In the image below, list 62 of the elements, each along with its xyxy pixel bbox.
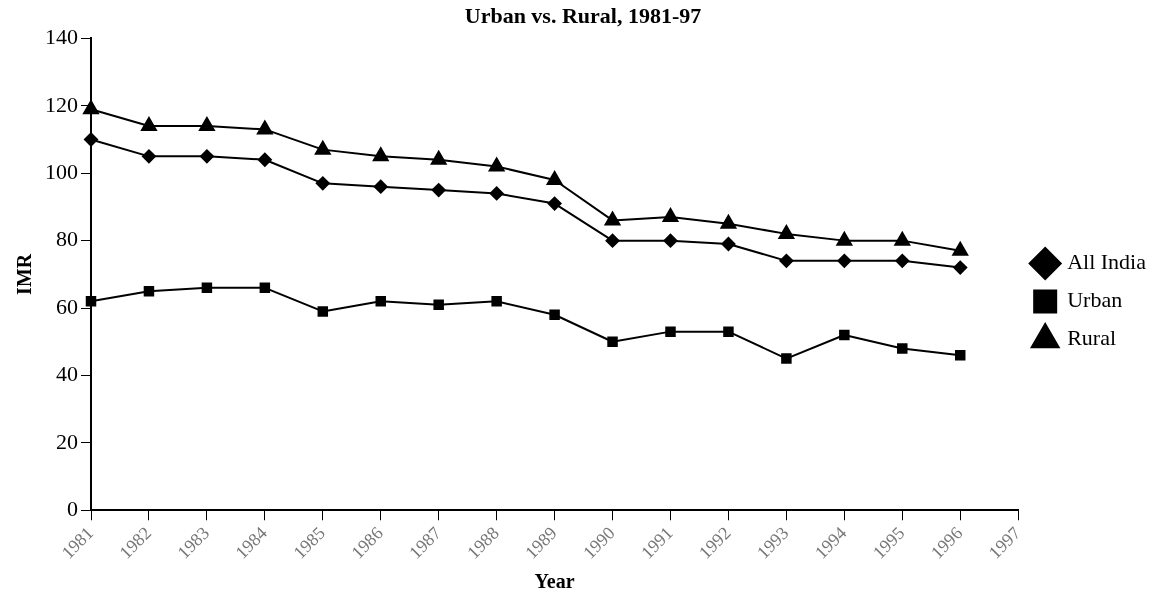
point (665, 326, 676, 337)
point (314, 140, 331, 155)
point (954, 349, 966, 361)
point (489, 186, 504, 201)
point (723, 326, 734, 337)
point (547, 196, 562, 211)
x-axis-title: Year (534, 570, 575, 593)
point (257, 152, 272, 167)
point (604, 211, 621, 226)
point (491, 296, 502, 307)
point (778, 224, 795, 239)
point (663, 233, 678, 248)
point (605, 233, 620, 248)
legend-label: Rural (1067, 325, 1117, 351)
legend-label: Urban (1067, 287, 1123, 313)
point (837, 253, 852, 268)
y-tick-label: 80 (56, 226, 78, 252)
point (953, 260, 968, 275)
point (256, 120, 273, 135)
point (895, 253, 910, 268)
legend-label: All India (1067, 249, 1147, 275)
point (839, 329, 850, 341)
y-tick-label: 20 (56, 428, 78, 454)
point (198, 117, 215, 132)
point (721, 237, 736, 251)
point (488, 157, 505, 172)
point (85, 296, 97, 307)
y-axis-title: IMR (13, 253, 36, 295)
y-tick-label: 60 (56, 293, 78, 319)
point (431, 183, 446, 198)
y-tick-label: 100 (45, 159, 78, 184)
point (375, 296, 386, 307)
point (84, 132, 98, 147)
chart-title: Urban vs. Rural, 1981-97 (464, 2, 702, 28)
point (315, 176, 330, 191)
point (607, 336, 618, 347)
y-tick-label: 120 (45, 91, 78, 117)
point (836, 231, 853, 246)
point (952, 241, 969, 256)
point (143, 285, 155, 297)
y-tick-label: 40 (56, 361, 78, 387)
y-tick-label: 0 (67, 496, 78, 522)
point (549, 309, 560, 321)
point (199, 149, 214, 164)
point (779, 253, 794, 268)
point (372, 147, 389, 162)
point (662, 208, 679, 223)
point (201, 282, 213, 294)
point (317, 306, 329, 317)
point (894, 231, 911, 246)
point (433, 299, 444, 310)
point (430, 150, 447, 165)
point (259, 282, 271, 294)
point (141, 117, 157, 132)
point (373, 179, 388, 194)
point (897, 343, 908, 354)
point (720, 214, 737, 229)
point (546, 170, 563, 185)
point (781, 353, 792, 364)
y-tick-label: 140 (45, 24, 78, 50)
point (141, 149, 156, 164)
point (83, 100, 99, 115)
